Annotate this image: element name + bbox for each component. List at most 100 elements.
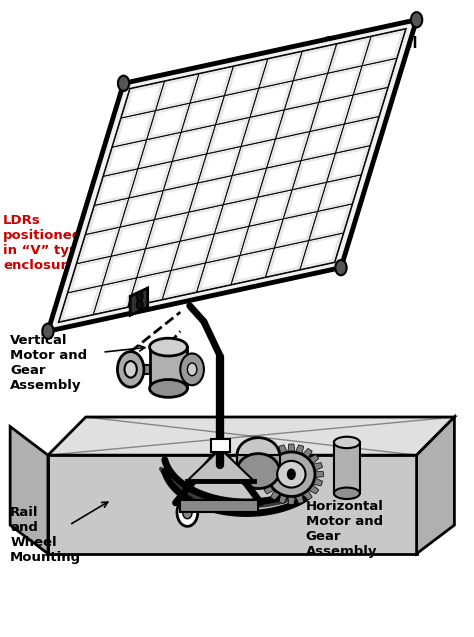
Polygon shape (147, 103, 190, 140)
Polygon shape (198, 147, 241, 183)
Polygon shape (194, 180, 227, 208)
Polygon shape (160, 187, 192, 215)
Polygon shape (128, 270, 171, 307)
Polygon shape (161, 78, 194, 106)
Polygon shape (216, 88, 259, 125)
Polygon shape (323, 179, 356, 207)
Polygon shape (312, 478, 323, 486)
Polygon shape (315, 471, 323, 478)
Polygon shape (93, 278, 137, 315)
Polygon shape (146, 212, 189, 248)
Polygon shape (111, 220, 155, 256)
Polygon shape (10, 427, 48, 554)
Polygon shape (290, 78, 323, 105)
Polygon shape (306, 128, 339, 156)
Circle shape (125, 361, 137, 378)
Polygon shape (142, 246, 175, 273)
Polygon shape (289, 187, 321, 215)
Polygon shape (152, 108, 185, 135)
Polygon shape (155, 183, 198, 220)
Polygon shape (127, 86, 159, 113)
Polygon shape (203, 151, 236, 178)
Polygon shape (302, 448, 312, 459)
Polygon shape (308, 455, 319, 464)
Polygon shape (155, 74, 199, 110)
Polygon shape (177, 129, 210, 157)
Polygon shape (292, 153, 336, 190)
Polygon shape (241, 110, 284, 147)
Polygon shape (284, 73, 328, 110)
Polygon shape (275, 103, 319, 139)
Polygon shape (333, 41, 366, 69)
Polygon shape (327, 146, 370, 182)
Polygon shape (133, 275, 166, 303)
Circle shape (42, 324, 54, 339)
Polygon shape (190, 66, 233, 103)
Polygon shape (255, 85, 288, 113)
Polygon shape (271, 245, 304, 273)
Polygon shape (240, 218, 283, 255)
Polygon shape (249, 190, 292, 226)
Polygon shape (73, 261, 106, 289)
Polygon shape (195, 71, 228, 99)
Polygon shape (302, 490, 312, 500)
Polygon shape (281, 106, 314, 134)
Circle shape (182, 506, 192, 519)
Text: Solar Panel: Solar Panel (324, 36, 418, 51)
Circle shape (118, 352, 144, 387)
Polygon shape (315, 99, 348, 127)
Circle shape (288, 469, 295, 479)
Polygon shape (254, 194, 287, 222)
Polygon shape (202, 260, 235, 287)
Polygon shape (112, 110, 155, 147)
Polygon shape (220, 201, 253, 229)
Polygon shape (164, 154, 207, 190)
Polygon shape (167, 268, 201, 295)
Polygon shape (259, 471, 268, 478)
Text: Vertical
Motor and
Gear
Assembly: Vertical Motor and Gear Assembly (10, 334, 87, 392)
Polygon shape (293, 44, 337, 81)
Circle shape (180, 354, 204, 385)
Polygon shape (118, 115, 150, 143)
Polygon shape (328, 36, 371, 73)
Polygon shape (280, 216, 312, 243)
Polygon shape (138, 132, 181, 169)
Polygon shape (197, 255, 240, 292)
Polygon shape (318, 175, 361, 211)
Polygon shape (267, 131, 310, 168)
Polygon shape (237, 143, 270, 171)
Text: LDRs
positioned
in “V” type
enclosure: LDRs positioned in “V” type enclosure (3, 213, 87, 271)
Polygon shape (185, 209, 218, 237)
Polygon shape (109, 144, 142, 172)
Polygon shape (228, 173, 262, 200)
Polygon shape (189, 175, 232, 212)
Ellipse shape (150, 338, 187, 356)
Polygon shape (91, 203, 124, 230)
Polygon shape (260, 462, 270, 471)
Polygon shape (283, 182, 327, 218)
Polygon shape (99, 282, 132, 310)
Polygon shape (130, 288, 148, 315)
Polygon shape (102, 248, 146, 285)
Ellipse shape (150, 380, 187, 397)
Polygon shape (134, 166, 167, 194)
Ellipse shape (237, 454, 280, 489)
Text: Rail
and
Wheel
Mounting: Rail and Wheel Mounting (10, 506, 81, 564)
Polygon shape (319, 66, 362, 103)
Polygon shape (137, 241, 180, 278)
Polygon shape (271, 448, 281, 459)
Circle shape (335, 260, 346, 275)
Polygon shape (271, 490, 281, 500)
Polygon shape (264, 56, 297, 83)
Polygon shape (48, 417, 455, 455)
Polygon shape (336, 117, 379, 153)
Polygon shape (295, 494, 304, 504)
Ellipse shape (237, 438, 280, 473)
Polygon shape (353, 58, 397, 95)
Ellipse shape (277, 461, 306, 487)
Polygon shape (129, 161, 173, 198)
Polygon shape (245, 223, 278, 251)
Polygon shape (150, 347, 187, 389)
Polygon shape (64, 290, 97, 317)
Polygon shape (68, 256, 111, 293)
